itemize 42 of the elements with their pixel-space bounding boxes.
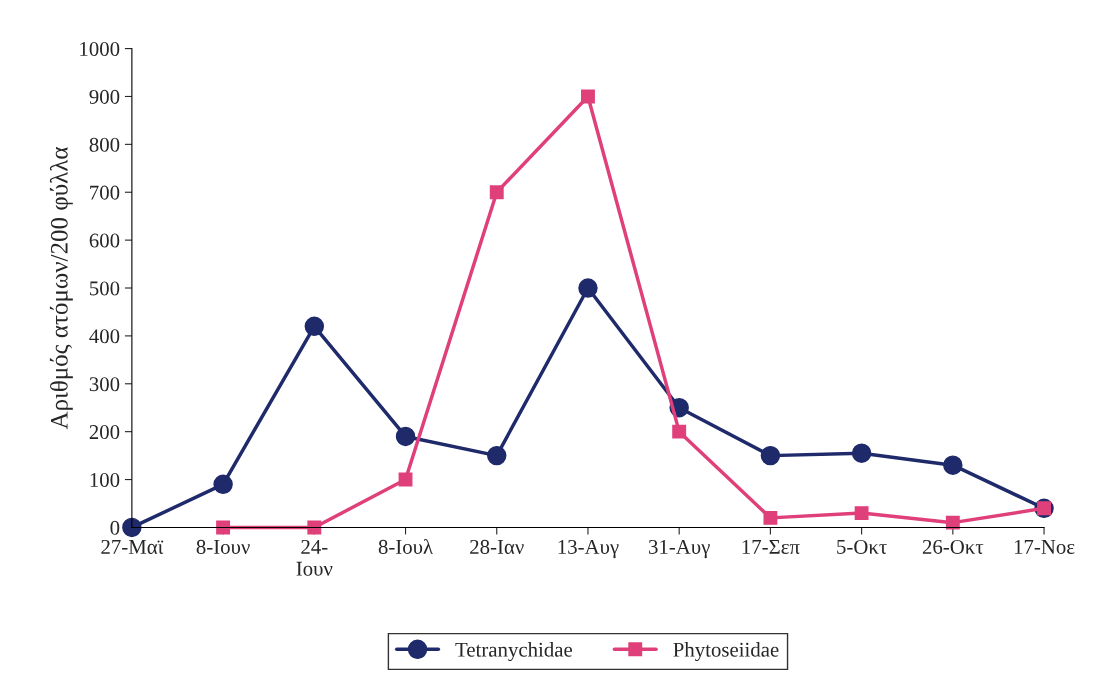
x-tick-label: 31-Αυγ: [649, 539, 710, 559]
x-tick-label: 5-Οκτ: [837, 539, 887, 554]
point: [395, 426, 416, 447]
y-tick-label: 500: [90, 281, 120, 296]
y-tick-label: 1000: [80, 41, 120, 57]
y-tick-label: 800: [89, 137, 120, 152]
point: [307, 520, 322, 535]
point: [489, 185, 504, 200]
x-tick-label: 17-Σεπ: [742, 539, 800, 554]
legend-label: Phytoseiidae: [673, 642, 779, 662]
point: [581, 89, 595, 104]
point: [487, 445, 507, 466]
point: [216, 520, 231, 535]
point: [304, 316, 325, 337]
point: [578, 278, 598, 298]
point: [760, 445, 781, 466]
y-tick-label: 100: [90, 472, 120, 487]
y-tick-label: 400: [89, 329, 120, 344]
x-tick-label: 8-Ιουν: [196, 539, 250, 554]
x-tick-label: 13-Αυγ: [558, 539, 619, 559]
y-tick-label: 0: [110, 520, 120, 535]
point: [945, 515, 960, 530]
point: [943, 455, 963, 475]
x-tick-label: 17-Νοε: [1014, 539, 1075, 554]
point: [851, 443, 872, 463]
x-tick-label: 26-Οκτ: [922, 539, 984, 554]
x-tick-label: 8-Ιουλ: [378, 539, 433, 554]
x-tick-label: 27-Μαϊ: [101, 539, 164, 554]
point: [672, 424, 687, 439]
point: [854, 506, 869, 521]
y-tick-label: 900: [89, 89, 120, 104]
y-tick-label: 300: [89, 377, 120, 392]
x-tick-label: 24- Ιουν: [296, 539, 333, 576]
point: [763, 510, 778, 525]
x-tick-label: 28-Ιαν: [470, 539, 524, 554]
point: [213, 474, 233, 495]
point: [122, 517, 142, 538]
y-tick-label: 200: [89, 425, 120, 440]
legend-label: Tetranychidae: [455, 642, 573, 662]
y-axis-title: Αριθμός ατόμων/200 φύλλα: [49, 147, 73, 430]
y-tick-label: 600: [89, 233, 120, 248]
y-tick-label: 700: [90, 185, 120, 200]
